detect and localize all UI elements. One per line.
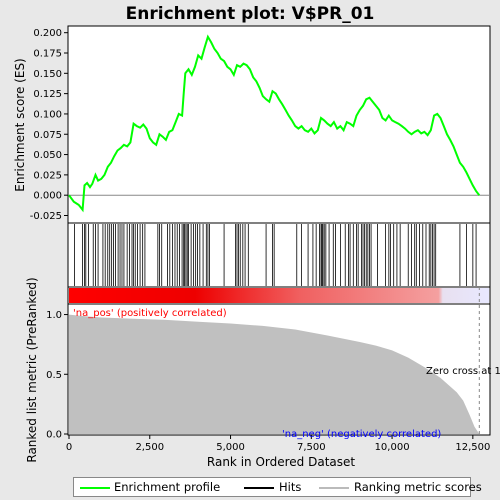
x-tick-label-2: 5,000: [216, 442, 245, 453]
metric-y-axis-label: Ranked list metric (PreRanked): [25, 277, 39, 462]
es-y-tick-label-7: 0.150: [33, 69, 62, 80]
neg-correlated-label: 'na_neg' (negatively correlated): [282, 429, 441, 440]
x-axis-label: Rank in Ordered Dataset: [207, 455, 355, 469]
es-y-tick-label-9: 0.200: [33, 28, 62, 39]
x-tick-label-1: 2,500: [135, 442, 164, 453]
metric-area: [69, 314, 480, 434]
metric-y-tick-label-2: 1.0: [46, 310, 62, 321]
x-tick-label-0: 0: [66, 442, 72, 453]
legend-metric-label: Ranking metric scores: [354, 480, 482, 494]
chart-title: Enrichment plot: V$PR_01: [126, 4, 375, 24]
metric-layer: [69, 287, 480, 434]
es-y-tick-label-1: 0.000: [33, 191, 62, 202]
hits-layer: [74, 224, 477, 286]
metric-y-tick-label-0: 0.0: [46, 430, 62, 441]
legend-metric-swatch: [319, 487, 349, 489]
es-y-tick-label-6: 0.125: [33, 89, 62, 100]
x-tick-label-4: 10,000: [375, 442, 410, 453]
hits-panel: [67, 222, 491, 288]
es-y-tick-label-5: 0.100: [33, 109, 62, 120]
es-panel: [67, 25, 491, 224]
metric-y-tick-label-1: 0.5: [46, 370, 62, 381]
es-curve: [68, 34, 481, 213]
legend: Enrichment profile Hits Ranking metric s…: [73, 477, 482, 497]
rank-colorbar: [69, 288, 489, 303]
x-tick-label-5: 12,500: [455, 442, 490, 453]
es-y-axis-label: Enrichment score (ES): [13, 58, 27, 191]
es-y-tick-label-0: -0.025: [30, 211, 62, 222]
legend-es-swatch: [80, 487, 110, 489]
legend-es-label: Enrichment profile: [114, 480, 221, 494]
zero-cross-label: Zero cross at 1: [426, 366, 500, 377]
es-y-tick-label-3: 0.050: [33, 150, 62, 161]
legend-hits-swatch: [244, 487, 274, 489]
pos-correlated-label: 'na_pos' (positively correlated): [73, 308, 227, 319]
es-layer: [68, 34, 489, 213]
es-y-tick-label-2: 0.025: [33, 170, 62, 181]
axes-layer: 0 2,500 5,000 7,500 10,000 12,500 -0.025 0.000 0…: [30, 28, 491, 453]
x-tick-label-3: 7,500: [297, 442, 326, 453]
es-y-tick-label-4: 0.075: [33, 130, 62, 141]
legend-hits-label: Hits: [279, 480, 302, 494]
es-y-tick-label-8: 0.175: [33, 49, 62, 60]
